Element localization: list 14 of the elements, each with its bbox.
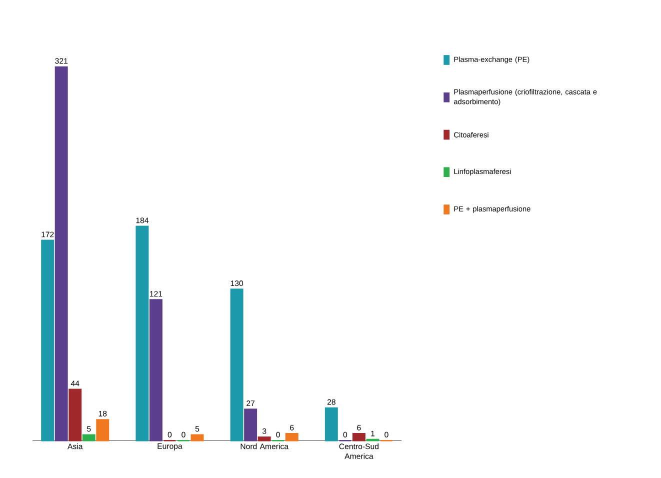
bar: [258, 436, 271, 442]
bar: [324, 407, 338, 442]
bar: [285, 433, 298, 442]
bar: [136, 226, 149, 442]
bar: [230, 288, 244, 442]
bar: [68, 388, 82, 442]
bar: [54, 66, 68, 442]
bar: [149, 299, 162, 442]
bar: [190, 434, 204, 442]
bar: [244, 408, 258, 442]
bar: [96, 419, 110, 442]
bar: [352, 433, 366, 442]
bar: [41, 240, 54, 442]
bar: [82, 434, 96, 442]
